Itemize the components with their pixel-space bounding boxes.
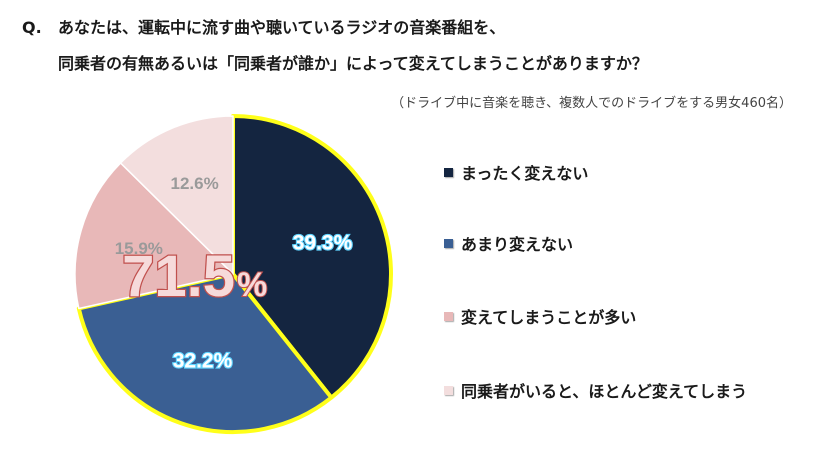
survey-note: （ドライブ中に音楽を聴き、複数人でのドライブをする男女460名） <box>391 96 792 111</box>
highlight-total-unit: % <box>237 266 267 304</box>
legend-swatch <box>444 311 453 321</box>
slice-label-2: 32.2% <box>173 349 233 372</box>
legend-swatch <box>444 385 453 395</box>
legend-item-2: あまり変えない <box>444 231 573 255</box>
pie-slice-1 <box>231 114 393 400</box>
legend-label: あまり変えない <box>461 235 574 254</box>
pie-slices <box>74 114 393 434</box>
slice-label-1: 39.3% <box>293 232 353 255</box>
legend-label: 同乗者がいると、ほとんど変えてしまう <box>461 382 748 401</box>
highlight-total: 71.5 % <box>121 243 268 311</box>
legend-swatch <box>444 238 453 248</box>
slice-label-3: 15.9% <box>115 239 163 258</box>
pie-slice-3 <box>74 162 234 310</box>
pie-slice-2 <box>76 272 334 434</box>
question-prefix: Q. <box>22 18 42 37</box>
question-line-2: 同乗者の有無あるいは「同乗者が誰か」によって変えてしまうことがありますか？ <box>58 54 648 73</box>
legend-label: まったく変えない <box>461 164 589 183</box>
pie-slice-4 <box>119 115 234 275</box>
highlight-total-number: 71.5 <box>122 244 235 309</box>
slice-label-4: 12.6% <box>170 174 218 193</box>
legend-swatch <box>444 167 453 177</box>
pie-slice-labels: 39.3% 32.2% 15.9% 12.6% <box>115 174 354 373</box>
legend-item-1: まったく変えない <box>444 160 588 184</box>
legend-label: 変えてしまうことが多い <box>461 308 637 327</box>
question-text-1: あなたは、運転中に流す曲や聴いているラジオの音楽番組を、 <box>58 18 506 37</box>
question-line-1: Q. あなたは、運転中に流す曲や聴いているラジオの音楽番組を、 <box>22 14 505 38</box>
legend-item-4: 同乗者がいると、ほとんど変えてしまう <box>444 378 747 402</box>
legend-item-3: 変えてしまうことが多い <box>444 304 636 328</box>
